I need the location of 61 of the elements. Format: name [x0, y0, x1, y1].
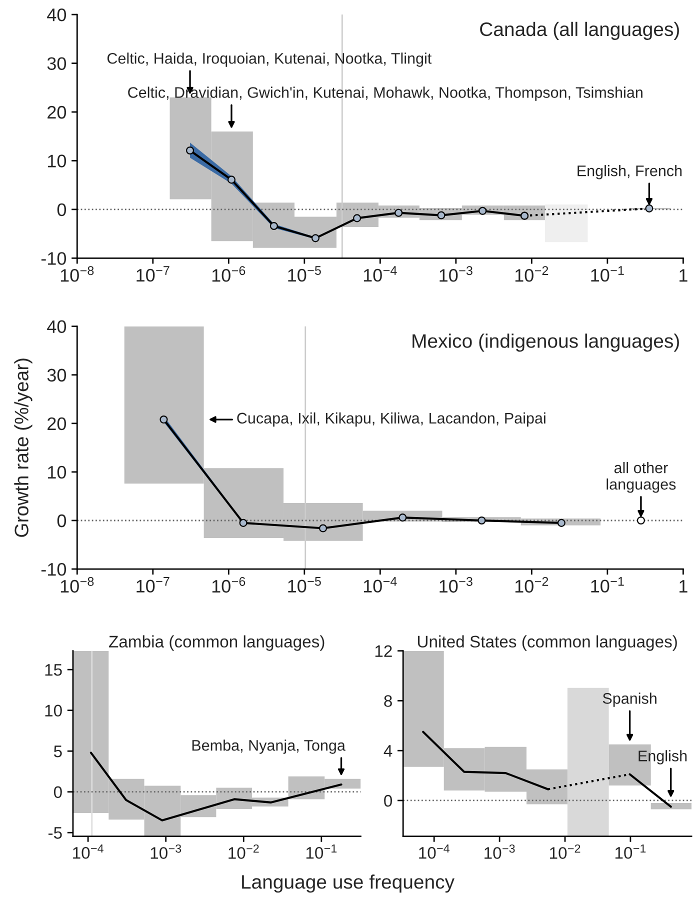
chart-title: Zambia (common languages)	[108, 635, 324, 651]
x-tick-label: 10$^{−3}$	[484, 844, 515, 859]
annotation: all other languages	[606, 462, 676, 493]
annotation: Celtic, Haida, Iroquoian, Kutenai, Nootka, Tlingit	[107, 52, 432, 67]
x-tick-label: 10$^{−6}$	[212, 577, 246, 593]
y-tick-label: 15	[45, 664, 62, 676]
x-tick-label: 10$^{−5}$	[288, 266, 321, 282]
y-tick-label: 10	[48, 154, 66, 168]
x-tick-label: 10$^{−7}$	[136, 577, 170, 593]
x-tick-label: 10$^{−1}$	[591, 577, 624, 593]
x-tick-label: 10$^{−8}$	[60, 577, 94, 593]
x-tick-label: 10$^{−1}$	[615, 844, 646, 859]
x-tick-label: 10$^{−4}$	[364, 266, 397, 282]
x-tick-label: 10$^{−4}$	[364, 577, 397, 593]
x-axis-title: Language use frequency	[242, 874, 455, 893]
annotation: Celtic, Dravidian, Gwich'in, Kutenai, Mohawk, Nootka, Thompson, Tsimshian	[128, 86, 642, 101]
x-tick-label: 10$^{−1}$	[591, 266, 624, 282]
x-tick-label: 10$^{−2}$	[228, 844, 259, 859]
annotation: English, French	[578, 165, 682, 180]
annotation: Bemba, Nyanja, Tonga	[192, 740, 346, 754]
y-tick-label: 30	[47, 368, 66, 382]
x-tick-label: 10$^{−2}$	[515, 577, 548, 593]
y-tick-label: 5	[54, 746, 62, 758]
y-tick-label: 40	[47, 320, 66, 334]
x-tick-label: 10$^{−1}$	[306, 844, 337, 859]
y-tick-label: 0	[57, 514, 66, 528]
y-tick-label: 8	[384, 695, 392, 707]
y-tick-label: -5	[48, 827, 62, 839]
y-tick-label: 10	[45, 704, 62, 717]
y-tick-label: 30	[47, 57, 66, 70]
y-tick-label: -10	[41, 252, 66, 265]
chart-title: Canada (all languages)	[480, 22, 679, 40]
x-tick-label: 10$^{−5}$	[288, 577, 321, 593]
annotation: Spanish	[602, 692, 656, 707]
x-tick-label: 1	[680, 580, 688, 593]
x-tick-label: 10$^{−3}$	[150, 844, 182, 859]
y-tick-label: -10	[41, 562, 66, 576]
x-tick-label: 10$^{−7}$	[136, 266, 170, 282]
y-tick-label: 10	[48, 466, 66, 479]
x-tick-label: 10$^{−2}$	[550, 844, 580, 859]
x-tick-label: 10$^{−6}$	[212, 266, 246, 282]
y-tick-label: 0	[54, 786, 62, 798]
x-tick-label: 10$^{−4}$	[419, 844, 450, 859]
x-tick-label: 10$^{−3}$	[440, 577, 472, 593]
y-tick-label: 12	[375, 645, 392, 657]
chart-title: Mexico (indigenous languages)	[412, 334, 679, 352]
y-tick-label: 4	[384, 745, 392, 757]
y-tick-label: 0	[57, 203, 66, 216]
x-tick-label: 10$^{−2}$	[515, 266, 548, 282]
x-tick-label: 10$^{−4}$	[73, 844, 104, 859]
annotation: Cucapa, Ixil, Kikapu, Kiliwa, Lacandon, Paipai	[237, 412, 546, 427]
y-tick-label: 0	[384, 794, 392, 807]
y-tick-label: 40	[47, 8, 66, 22]
annotation: English	[638, 750, 687, 764]
chart-title: United States (common languages)	[418, 635, 677, 651]
x-tick-label: 1	[680, 269, 688, 282]
y-axis-title: Growth rate (%/year)	[14, 358, 32, 537]
y-tick-label: 20	[48, 417, 66, 430]
y-tick-label: 20	[48, 106, 66, 119]
x-tick-label: 10$^{−8}$	[60, 266, 94, 282]
x-tick-label: 10$^{−3}$	[440, 266, 472, 282]
